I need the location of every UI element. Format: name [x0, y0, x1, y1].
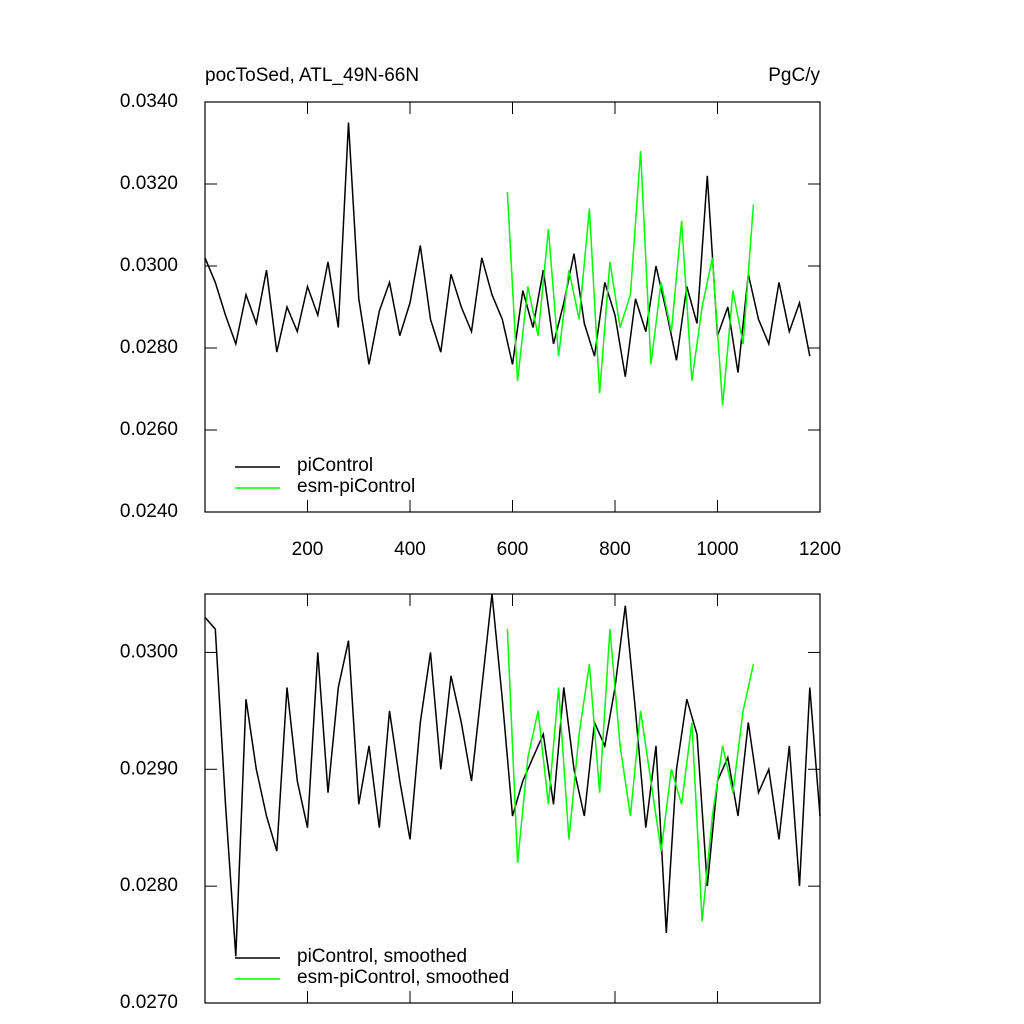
- y-tick-label: 0.0320: [120, 173, 178, 194]
- y-tick-label: 0.0340: [120, 91, 178, 112]
- x-tick-label: 1200: [799, 539, 841, 560]
- y-tick-label: 0.0300: [120, 255, 178, 276]
- y-tick-label: 0.0260: [120, 419, 178, 440]
- y-tick-label: 0.0290: [120, 758, 178, 779]
- x-tick-label: 1000: [696, 539, 738, 560]
- legend-label: esm-piControl: [297, 476, 415, 497]
- y-tick-label: 0.0240: [120, 501, 178, 522]
- x-tick-label: 600: [497, 539, 529, 560]
- legend-label: piControl: [297, 455, 373, 476]
- series-line: [506, 629, 755, 922]
- series-line: [204, 122, 811, 377]
- plot-frame: [204, 101, 821, 513]
- plot-frame: [204, 593, 821, 1004]
- x-tick-label: 800: [599, 539, 631, 560]
- chart-title: pocToSed, ATL_49N-66N: [205, 65, 419, 86]
- y-tick-label: 0.0280: [120, 875, 178, 896]
- y-tick-label: 0.0280: [120, 337, 178, 358]
- series-line: [506, 151, 755, 406]
- series-line: [204, 593, 821, 957]
- legend-label: esm-piControl, smoothed: [297, 967, 509, 988]
- legend-label: piControl, smoothed: [297, 946, 467, 967]
- units-label: PgC/y: [768, 65, 820, 86]
- x-tick-label: 400: [394, 539, 426, 560]
- x-tick-label: 200: [292, 539, 324, 560]
- y-tick-label: 0.0300: [120, 641, 178, 662]
- y-tick-label: 0.0270: [120, 992, 178, 1013]
